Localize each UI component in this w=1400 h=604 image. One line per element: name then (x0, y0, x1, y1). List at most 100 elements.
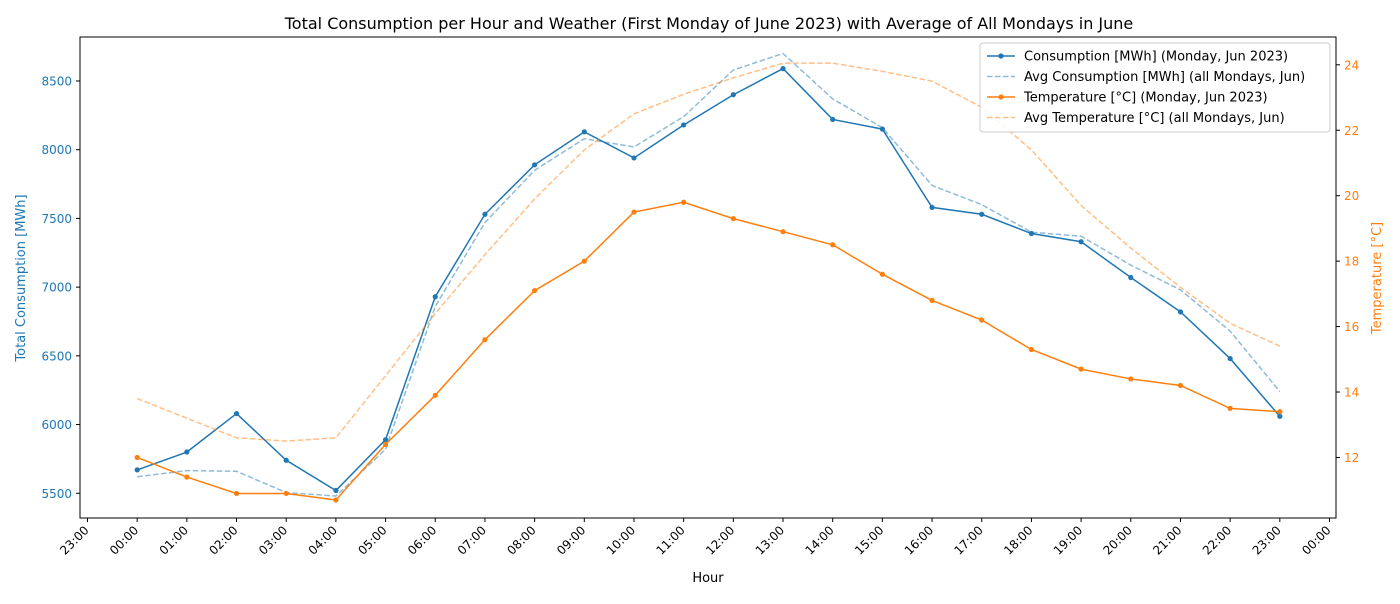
series-point-2 (1277, 409, 1283, 415)
x-tick-label: 15:00 (852, 523, 886, 557)
legend-label-3: Avg Temperature [°C] (all Mondays, Jun) (1024, 111, 1285, 126)
series-point-0 (929, 204, 935, 211)
y-right-tick-label: 12 (1344, 451, 1359, 465)
y-right-tick-label: 18 (1344, 255, 1359, 269)
y-left-tick-label: 6000 (41, 418, 72, 432)
x-tick-label: 16:00 (902, 523, 936, 557)
series-line-2 (136, 201, 1280, 501)
legend-marker-0 (998, 53, 1004, 59)
y-right-tick-label: 14 (1344, 386, 1359, 400)
y-right-tick-label: 24 (1344, 58, 1359, 72)
series-point-0 (1177, 309, 1184, 315)
x-tick-label: 20:00 (1101, 523, 1135, 557)
y-right-tick-label: 16 (1344, 320, 1359, 334)
series-point-2 (681, 199, 687, 205)
series-point-0 (233, 410, 240, 417)
series-line-1 (137, 52, 1281, 497)
x-tick-label: 10:00 (604, 523, 638, 557)
y-left-tick-label: 6500 (41, 349, 72, 363)
x-tick-label: 19:00 (1051, 523, 1085, 557)
legend: Consumption [MWh] (Monday, Jun 2023) Avg … (979, 42, 1331, 133)
y-left-tick-label: 7500 (41, 212, 72, 226)
series-point-2 (830, 242, 836, 248)
series-point-2 (730, 216, 736, 222)
series-point-0 (432, 294, 438, 300)
x-tick-label: 01:00 (157, 523, 191, 557)
series-point-2 (879, 271, 885, 277)
series-point-2 (432, 392, 438, 398)
x-tick-label: 07:00 (455, 523, 489, 557)
x-tick-label: 08:00 (504, 523, 538, 557)
series-point-0 (1277, 413, 1283, 419)
series-point-0 (681, 122, 687, 128)
series-point-0 (1227, 355, 1233, 362)
legend-label-2: Temperature [°C] (Monday, Jun 2023) (1023, 91, 1268, 106)
series-point-0 (382, 437, 389, 443)
y-left-tick-label: 8500 (41, 74, 72, 88)
series-point-0 (482, 211, 488, 217)
y-right-tick-label: 22 (1344, 124, 1359, 138)
x-tick-label: 22:00 (1200, 523, 1234, 557)
series-point-2 (382, 441, 389, 447)
series-point-2 (1078, 366, 1084, 372)
y-left-tick-label: 8000 (41, 143, 72, 157)
series-point-2 (1028, 346, 1035, 353)
series-point-2 (780, 229, 786, 235)
x-tick-label: 05:00 (355, 523, 389, 557)
series-point-0 (631, 155, 637, 161)
series-point-0 (532, 162, 538, 168)
series-point-2 (631, 209, 637, 215)
x-tick-label: 00:00 (107, 523, 141, 557)
series-point-2 (482, 337, 488, 343)
x-tick-label: 12:00 (703, 523, 737, 557)
series-point-0 (581, 129, 587, 135)
x-tick-label: 14:00 (802, 523, 836, 557)
x-tick-label: 11:00 (653, 523, 687, 557)
x-tick-label: 09:00 (554, 523, 588, 557)
y-axis-label-right: Temperature [°C] (1370, 222, 1385, 335)
legend-label-0: Consumption [MWh] (Monday, Jun 2023) (1024, 50, 1288, 65)
series-point-2 (233, 490, 240, 497)
series-point-0 (780, 66, 786, 72)
series-point-0 (283, 457, 289, 463)
x-tick-label: 00:00 (1299, 523, 1333, 557)
legend-box (979, 42, 1331, 133)
y-left-tick-label: 5500 (41, 487, 72, 501)
plot-frame (79, 36, 1337, 519)
y-right-tick-label: 20 (1344, 189, 1359, 203)
x-tick-label: 06:00 (405, 523, 439, 557)
legend-marker-2 (998, 94, 1004, 100)
x-tick-label: 04:00 (306, 523, 340, 557)
series-point-2 (581, 258, 587, 264)
x-tick-label: 03:00 (256, 523, 290, 557)
series-point-2 (929, 297, 935, 304)
series-point-2 (979, 317, 985, 323)
series-point-0 (134, 467, 140, 473)
series-point-2 (333, 497, 339, 503)
x-axis-label: Hour (692, 571, 724, 586)
legend-label-1: Avg Consumption [MWh] (all Mondays, Jun) (1024, 70, 1305, 85)
y-left-tick-label: 7000 (41, 281, 72, 295)
x-tick-label: 17:00 (952, 523, 986, 557)
x-tick-label: 21:00 (1150, 523, 1184, 557)
x-tick-label: 23:00 (1250, 523, 1284, 557)
series-point-2 (184, 474, 190, 480)
series-point-2 (1177, 382, 1184, 389)
series-point-0 (730, 92, 736, 98)
x-tick-label: 18:00 (1001, 523, 1035, 557)
series-point-2 (1128, 376, 1134, 382)
series-point-2 (134, 454, 140, 461)
series-point-0 (333, 487, 339, 494)
series-point-2 (1227, 405, 1233, 411)
series-line-3 (136, 62, 1281, 442)
series-point-0 (830, 116, 836, 123)
y-axis-label-left: Total Consumption [MWh] (14, 194, 29, 362)
series-point-2 (283, 490, 289, 497)
series-point-0 (1078, 239, 1084, 245)
series-line-0 (136, 67, 1281, 492)
plot-area (134, 52, 1283, 503)
x-tick-label: 23:00 (57, 523, 91, 557)
x-tick-label: 13:00 (753, 523, 787, 557)
